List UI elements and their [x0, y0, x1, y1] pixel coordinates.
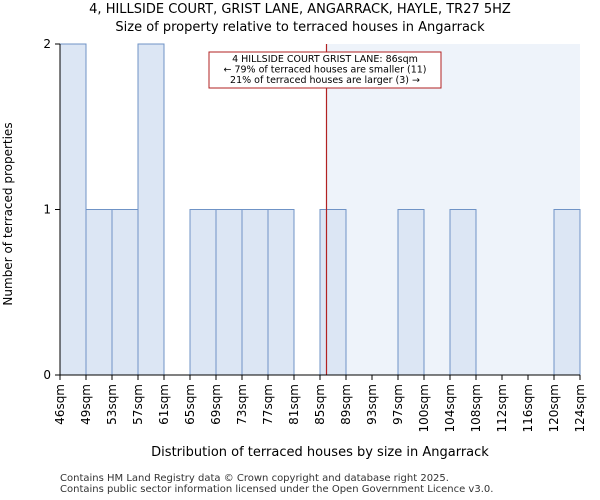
bar: [397, 209, 425, 376]
x-tick-label: 81sqm: [287, 384, 301, 425]
footer-copyright: Contains HM Land Registry data © Crown c…: [60, 473, 449, 484]
footer-licence: Contains public sector information licen…: [60, 484, 494, 495]
bar: [267, 209, 295, 376]
bar: [553, 209, 581, 376]
y-tick-label: 1: [43, 203, 51, 217]
x-tick-label: 108sqm: [469, 384, 483, 432]
bar: [449, 209, 477, 376]
x-tick-label: 89sqm: [339, 384, 353, 425]
bar: [59, 43, 87, 376]
x-tick-label: 104sqm: [443, 384, 457, 432]
chart-title-line-1: 4, HILLSIDE COURT, GRIST LANE, ANGARRACK…: [89, 2, 511, 17]
annotation-line: ← 79% of terraced houses are smaller (11…: [223, 65, 426, 76]
x-tick-label: 49sqm: [79, 384, 93, 425]
bar: [189, 209, 217, 376]
bar: [215, 209, 243, 376]
chart-title-line-2: Size of property relative to terraced ho…: [115, 20, 485, 35]
x-tick-label: 100sqm: [417, 384, 431, 432]
annotation-line: 21% of terraced houses are larger (3) →: [230, 75, 420, 86]
x-tick-label: 53sqm: [105, 384, 119, 425]
x-tick-label: 61sqm: [157, 384, 171, 425]
bar: [85, 209, 113, 376]
x-tick-label: 57sqm: [131, 384, 145, 425]
x-tick-label: 73sqm: [235, 384, 249, 425]
x-tick-label: 93sqm: [365, 384, 379, 425]
x-axis-label: Distribution of terraced houses by size …: [151, 445, 489, 460]
annotation-title: 4 HILLSIDE COURT GRIST LANE: 86sqm: [232, 54, 418, 65]
x-tick-label: 85sqm: [313, 384, 327, 425]
bar: [137, 43, 165, 376]
x-tick-label: 46sqm: [53, 384, 67, 425]
bar: [319, 209, 347, 376]
bar: [111, 209, 139, 376]
x-tick-label: 69sqm: [209, 384, 223, 425]
x-tick-label: 124sqm: [573, 384, 587, 432]
y-tick-label: 2: [43, 37, 51, 51]
y-axis-label: Number of terraced properties: [1, 122, 15, 306]
y-tick-label: 0: [43, 368, 51, 382]
x-tick-label: 77sqm: [261, 384, 275, 425]
x-tick-label: 116sqm: [521, 384, 535, 432]
annotation-box: [208, 51, 442, 89]
x-tick-label: 112sqm: [495, 384, 509, 432]
x-tick-label: 65sqm: [183, 384, 197, 425]
bar: [241, 209, 269, 376]
x-tick-label: 97sqm: [391, 384, 405, 425]
x-tick-label: 120sqm: [547, 384, 561, 432]
